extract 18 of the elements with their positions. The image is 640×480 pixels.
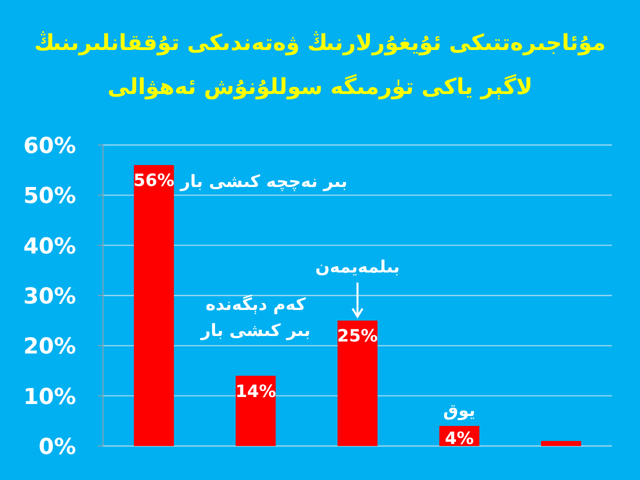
- data-label: 14%: [235, 382, 276, 402]
- annotation: بىر كىشى بار: [200, 320, 310, 341]
- y-tick-label: 40%: [23, 234, 76, 260]
- title: لاگېر ياكى تۈرمىگە سوللۇنۇش ئەھۋالى: [107, 75, 533, 100]
- annotation: بىر نەچچە كىشى بار: [180, 172, 348, 192]
- annotation: يوق: [443, 400, 476, 421]
- annotation: كەم دېگەندە: [206, 294, 306, 315]
- title: مۇئاجىرەتتىكى ئۇيغۇرلارنىڭ ۋەتەندىكى تۇققانلىرىنىڭ: [34, 31, 606, 56]
- y-tick-label: 50%: [23, 184, 76, 210]
- data-label: 56%: [134, 171, 174, 192]
- data-label: 4%: [444, 429, 474, 449]
- y-tick-label: 20%: [23, 334, 76, 360]
- y-tick-label: 10%: [23, 384, 76, 410]
- y-tick-label: 60%: [23, 134, 76, 159]
- data-label: 25%: [337, 326, 378, 347]
- annotation: بىلمەيمەن: [315, 258, 400, 278]
- y-tick-label: 30%: [23, 284, 76, 310]
- y-tick-label: 0%: [38, 435, 76, 460]
